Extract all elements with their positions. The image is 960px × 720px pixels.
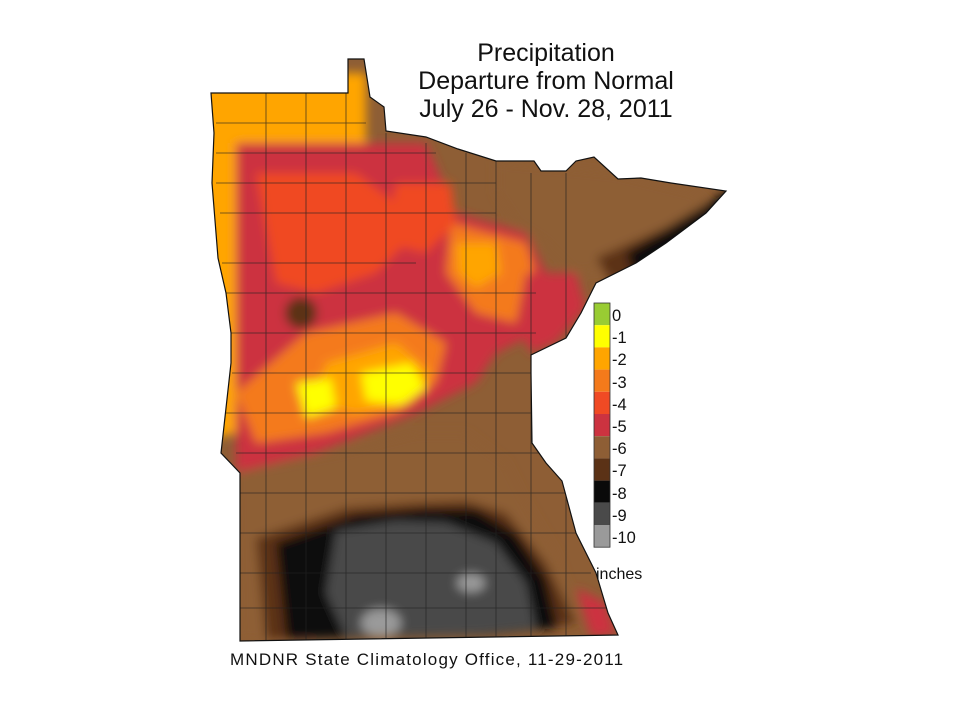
legend-unit-label: inches — [596, 566, 643, 583]
map-panel: Precipitation Departure from Normal July… — [196, 33, 742, 678]
legend-swatch — [594, 369, 610, 392]
legend-label: -2 — [612, 351, 627, 370]
legend-swatch — [594, 525, 610, 548]
legend-swatch — [594, 303, 610, 326]
legend-label: -4 — [612, 395, 627, 414]
legend-label: -10 — [612, 529, 636, 547]
map-title-line-1: Precipitation — [477, 39, 615, 67]
legend-swatch — [594, 325, 610, 348]
legend-color-bar — [593, 302, 611, 548]
legend-frame — [593, 302, 611, 548]
legend-label: 0 — [612, 307, 622, 325]
legend-label: -8 — [612, 484, 627, 503]
legend-label: -1 — [612, 329, 627, 348]
legend-swatch — [594, 391, 610, 414]
legend-swatch — [594, 480, 610, 503]
legend-label: -6 — [612, 440, 627, 459]
precipitation-map — [210, 58, 728, 642]
legend-label: -7 — [612, 462, 627, 481]
map-fill — [211, 59, 726, 641]
legend-swatch — [594, 458, 610, 481]
legend-label: -5 — [612, 418, 627, 436]
state-outline — [210, 58, 728, 642]
legend-label: -9 — [612, 506, 627, 525]
legend-swatch — [594, 414, 610, 437]
legend-label: -3 — [612, 373, 627, 392]
map-title-line-3: July 26 - Nov. 28, 2011 — [419, 95, 673, 123]
map-title-line-2: Departure from Normal — [418, 67, 674, 95]
legend-swatch — [594, 502, 610, 525]
legend-swatch — [594, 436, 610, 459]
legend-swatch — [594, 347, 610, 370]
source-credit: MNDNR State Climatology Office, 11-29-20… — [230, 650, 625, 669]
